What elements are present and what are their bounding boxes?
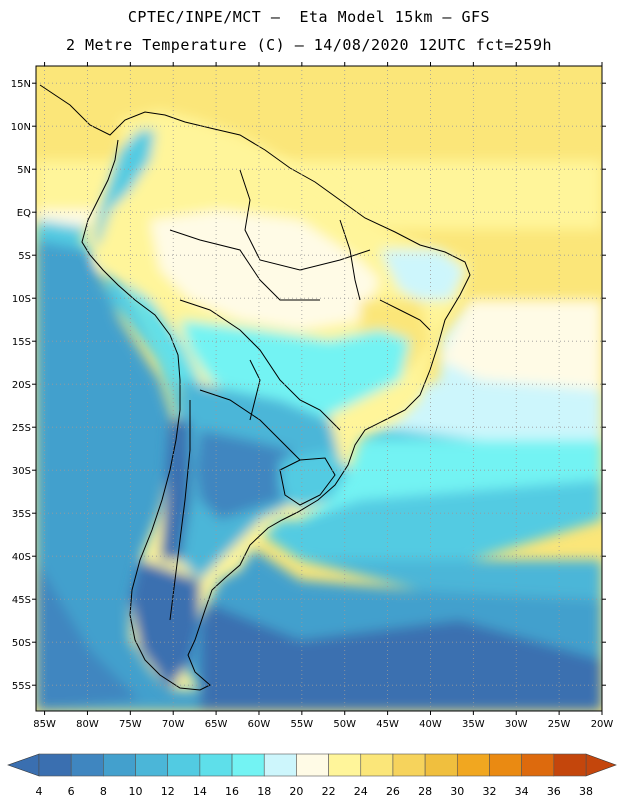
coastline <box>39 84 471 691</box>
lon-tick-label: 45W <box>376 719 399 730</box>
colorbar-swatch <box>38 753 72 777</box>
colorbar-swatch <box>70 753 104 777</box>
colorbar-swatch <box>456 753 490 777</box>
lat-tick-label: 25S <box>12 423 31 434</box>
colorbar-swatch <box>521 753 555 777</box>
colorbar-label: 14 <box>193 785 207 798</box>
lat-tick-label: 10S <box>12 294 31 305</box>
colorbar-swatch <box>392 753 426 777</box>
map-area <box>36 66 602 711</box>
map-subtitle: 2 Metre Temperature (C) – 14/08/2020 12U… <box>65 36 553 54</box>
colorbar-label: 24 <box>354 785 368 798</box>
lat-tick-label: 15S <box>12 337 31 348</box>
colorbar-swatch <box>424 753 458 777</box>
lat-tick-label: 30S <box>12 466 31 477</box>
colorbar-high-arrow <box>585 753 617 777</box>
colorbar-label: 18 <box>257 785 271 798</box>
longitude-axis: 85W 80W 75W 70W 65W 60W 55W 50W 45W 40W 35W 30W 25W 2… <box>33 62 613 730</box>
colorbar-label: 32 <box>482 785 496 798</box>
colorbar-label: 36 <box>547 785 561 798</box>
colorbar-label: 10 <box>129 785 143 798</box>
lon-tick-label: 65W <box>205 719 228 730</box>
colorbar-swatch <box>553 753 587 777</box>
colorbar-label: 16 <box>225 785 239 798</box>
colorbar-swatch <box>328 753 362 777</box>
lat-tick-label: 55S <box>12 681 31 692</box>
lon-tick-label: 50W <box>333 719 356 730</box>
lat-tick-label: 5N <box>17 165 31 176</box>
lon-tick-label: 55W <box>291 719 314 730</box>
lon-tick-label: 80W <box>76 719 99 730</box>
colorbar-label: 4 <box>36 785 43 798</box>
lat-tick-label: 10N <box>11 122 31 133</box>
lon-tick-label: 85W <box>33 719 56 730</box>
lon-tick-label: 70W <box>162 719 185 730</box>
colorbar: 4 6 8 10 12 14 16 18 20 22 24 26 28 30 32 34 36 38 <box>7 753 617 798</box>
lon-tick-label: 30W <box>505 719 528 730</box>
colorbar-label: 26 <box>386 785 400 798</box>
lat-tick-label: EQ <box>17 208 31 219</box>
colorbar-swatch <box>231 753 265 777</box>
colorbar-swatch <box>263 753 297 777</box>
lon-tick-label: 60W <box>248 719 271 730</box>
latitude-axis: 15N 10N 5N EQ 5S 10S 15S 20S 25S 30S 35S 40S 45S 50S 5… <box>11 79 606 692</box>
colorbar-label: 28 <box>418 785 432 798</box>
lat-tick-label: 45S <box>12 595 31 606</box>
lat-tick-label: 15N <box>11 79 31 90</box>
map-frame <box>35 65 603 712</box>
colorbar-swatch <box>199 753 233 777</box>
map-title: CPTEC/INPE/MCT – Eta Model 15km – GFS <box>127 8 491 26</box>
colorbar-swatch <box>489 753 522 777</box>
colorbar-label: 30 <box>450 785 464 798</box>
colorbar-label: 34 <box>515 785 529 798</box>
colorbar-swatch <box>103 753 136 777</box>
lon-tick-label: 35W <box>462 719 485 730</box>
colorbar-swatch <box>135 753 169 777</box>
lon-tick-label: 75W <box>119 719 142 730</box>
lon-tick-label: 20W <box>591 719 614 730</box>
colorbar-label: 38 <box>579 785 593 798</box>
lat-tick-label: 5S <box>18 251 31 262</box>
colorbar-label: 12 <box>161 785 175 798</box>
colorbar-swatch <box>360 753 394 777</box>
lat-tick-label: 35S <box>12 509 31 520</box>
colorbar-label: 20 <box>289 785 303 798</box>
lat-tick-label: 40S <box>12 552 31 563</box>
lon-tick-label: 25W <box>548 719 571 730</box>
lat-tick-label: 20S <box>12 380 31 391</box>
colorbar-swatch <box>167 753 201 777</box>
colorbar-label: 8 <box>100 785 107 798</box>
colorbar-label: 6 <box>68 785 75 798</box>
colorbar-swatch <box>296 753 329 777</box>
lon-tick-label: 40W <box>419 719 442 730</box>
colorbar-low-arrow <box>7 753 40 777</box>
lat-tick-label: 50S <box>12 638 31 649</box>
colorbar-label: 22 <box>322 785 336 798</box>
